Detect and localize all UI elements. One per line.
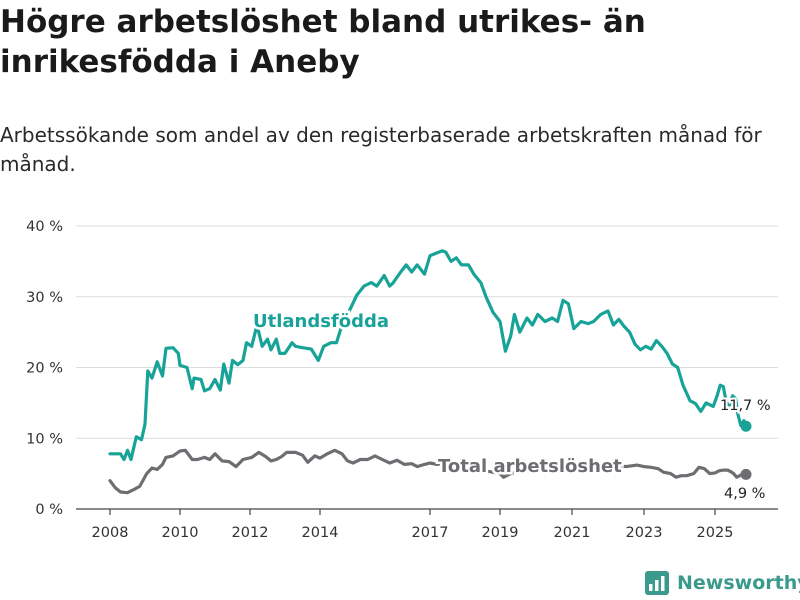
newsworthy-logo[interactable]: Newsworthy xyxy=(645,569,800,597)
series-end-value-label: 11,7 % xyxy=(720,398,771,414)
series-end-value-label: 4,9 % xyxy=(724,486,765,502)
y-tick-label: 20 % xyxy=(26,361,63,377)
y-tick-label: 30 % xyxy=(26,290,63,306)
y-tick-label: 0 % xyxy=(35,502,63,518)
series-name-label: Utlandsfödda xyxy=(253,311,389,332)
chart-title: Högre arbetslöshet bland utrikes- än inr… xyxy=(0,4,646,80)
x-tick-label: 2025 xyxy=(697,525,734,541)
chart-subtitle: Arbetssökande som andel av den registerb… xyxy=(0,123,762,176)
x-tick-label: 2021 xyxy=(554,525,591,541)
series-end-marker xyxy=(740,468,752,480)
gridlines xyxy=(76,225,778,439)
axes: 0 % 10 % 20 % 30 % 40 % 2008 2010 2012 2014 2017 2… xyxy=(26,219,778,541)
brand-name: Newsworthy xyxy=(677,572,800,594)
series-line-utlandsfodda xyxy=(108,249,748,462)
x-tick-label: 2012 xyxy=(232,525,269,541)
bar-chart-logo-icon xyxy=(645,571,669,595)
x-tick-label: 2019 xyxy=(482,525,519,541)
x-tick-label: 2014 xyxy=(302,525,339,541)
y-tick-label: 10 % xyxy=(26,431,63,447)
x-tick-label: 2017 xyxy=(412,525,449,541)
series-labels: Utlandsfödda Total arbetslöshet 11,7 % 4,9 … xyxy=(251,309,773,505)
series-lines xyxy=(108,249,752,495)
x-tick-label: 2023 xyxy=(626,525,663,541)
series-name-label: Total arbetslöshet xyxy=(438,456,622,477)
x-tick-label: 2008 xyxy=(92,525,129,541)
y-tick-label: 40 % xyxy=(26,219,63,235)
series-end-marker xyxy=(740,420,752,432)
x-tick-label: 2010 xyxy=(162,525,199,541)
series-line-total xyxy=(108,448,748,495)
